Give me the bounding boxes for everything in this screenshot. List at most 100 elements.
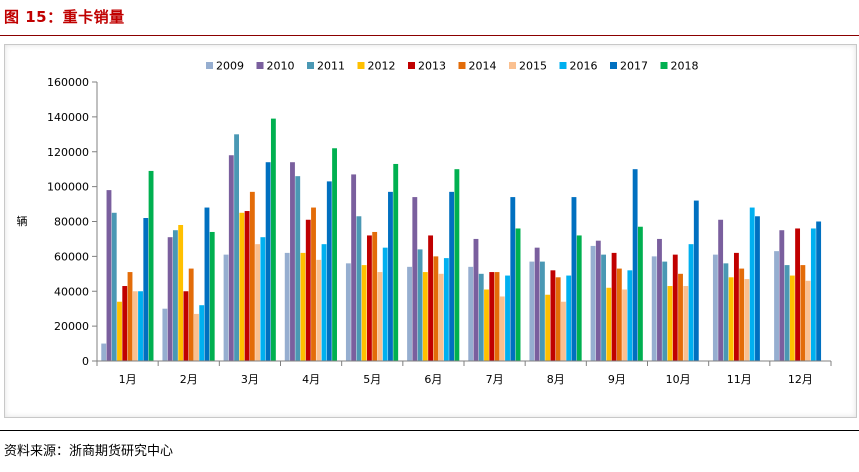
bar-2013-10 [672, 254, 678, 361]
bar-2009-12 [774, 251, 779, 361]
bar-2010-10 [657, 238, 662, 361]
bar-2016-4 [321, 244, 327, 361]
bar-2011-12 [784, 265, 790, 361]
bar-2014-7 [494, 272, 500, 361]
bar-2015-7 [499, 296, 505, 361]
legend-swatch-2017 [610, 62, 617, 69]
bar-2017-6 [449, 191, 455, 361]
bar-2014-3 [249, 191, 255, 361]
bar-2016-8 [566, 275, 572, 361]
bar-2014-10 [678, 273, 683, 361]
bar-2012-9 [606, 287, 612, 361]
bar-2012-2 [178, 224, 184, 361]
bar-2013-12 [795, 228, 801, 361]
legend-swatch-2015 [509, 62, 516, 69]
bar-2014-4 [311, 207, 316, 361]
bar-2018-8 [576, 235, 582, 361]
bar-2009-6 [407, 266, 412, 361]
x-tick-label: 4月 [302, 373, 320, 386]
bar-2009-3 [223, 254, 229, 361]
bar-2017-3 [265, 162, 271, 361]
bar-2012-4 [300, 252, 306, 361]
bar-2014-2 [188, 268, 194, 361]
bar-2011-1 [111, 212, 117, 361]
page-title: 图 15：重卡销量 [4, 8, 125, 26]
bar-2015-10 [683, 286, 689, 361]
x-tick-label: 11月 [727, 373, 752, 386]
bar-2013-8 [550, 270, 556, 361]
bar-2016-6 [443, 258, 449, 361]
legend-swatch-2018 [660, 62, 668, 69]
bar-2014-5 [372, 231, 378, 361]
bar-2017-4 [326, 181, 332, 361]
legend-swatch-2011 [307, 62, 314, 69]
y-tick-label: 120000 [47, 146, 89, 159]
bar-2009-4 [284, 252, 290, 361]
bar-2016-7 [505, 275, 510, 361]
y-tick-label: 60000 [54, 250, 89, 263]
y-tick-label: 160000 [47, 76, 89, 89]
x-tick-label: 10月 [666, 373, 691, 386]
bar-2010-11 [718, 219, 724, 361]
bar-2015-11 [744, 279, 750, 361]
bar-2018-4 [332, 148, 337, 361]
bar-2016-9 [627, 270, 633, 361]
bar-2012-1 [117, 301, 122, 361]
bar-2013-2 [183, 291, 189, 361]
chart-frame: 2009 2010 2011 2012 2013 2014 2015 2016 2017 2018… [4, 44, 857, 418]
x-tick-label: 1月 [119, 373, 137, 386]
bar-2010-4 [290, 162, 295, 361]
y-axis-label: 辆 [17, 214, 28, 228]
legend-swatch-2016 [559, 62, 567, 69]
y-tick-label: 140000 [47, 111, 89, 124]
bar-2014-11 [739, 268, 745, 361]
bar-2010-12 [779, 230, 785, 361]
bar-2018-2 [209, 231, 215, 361]
bar-2011-4 [295, 176, 301, 361]
y-tick-label: 80000 [54, 216, 89, 229]
y-axis: 0 20000 40000 60000 80000 100000 120000 140000 1… [47, 76, 98, 368]
legend-label: 2014 [469, 60, 497, 73]
bar-2011-3 [234, 134, 239, 361]
legend-label: 2009 [216, 60, 244, 73]
bar-2018-6 [454, 169, 460, 361]
legend-label: 2015 [519, 60, 547, 73]
bar-2009-7 [468, 266, 474, 361]
bar-2011-11 [723, 263, 729, 361]
bar-2013-3 [244, 211, 250, 361]
bar-2015-2 [194, 313, 199, 361]
x-axis: 1月 2月 3月 4月 5月 6月 7月 8月 9月 10月 11月 12月 [96, 360, 832, 386]
bar-2010-9 [595, 240, 601, 361]
bar-2012-12 [789, 275, 795, 361]
legend-swatch-2014 [458, 62, 466, 69]
bar-2014-9 [616, 268, 622, 361]
bar-2015-8 [561, 301, 566, 361]
bar-2017-1 [143, 218, 149, 361]
bar-2016-10 [688, 244, 694, 361]
bar-2016-1 [138, 291, 143, 361]
bar-2011-5 [356, 216, 362, 361]
legend-label: 2016 [570, 60, 598, 73]
bar-2012-5 [361, 265, 367, 361]
bar-2013-1 [122, 286, 128, 361]
x-tick-label: 7月 [486, 373, 504, 386]
bar-2009-5 [345, 263, 351, 361]
bar-2017-10 [693, 200, 699, 361]
legend-swatch-2009 [206, 62, 213, 69]
bar-2009-9 [590, 245, 596, 361]
bar-2013-9 [611, 252, 617, 361]
bar-2018-1 [148, 170, 154, 361]
bar-2018-5 [393, 163, 399, 361]
bar-2011-6 [417, 249, 423, 361]
x-tick-label: 6月 [424, 373, 442, 386]
x-tick-label: 2月 [180, 373, 198, 386]
bar-2014-6 [433, 256, 439, 361]
y-tick-label: 100000 [47, 181, 89, 194]
bar-2015-12 [805, 280, 811, 361]
bar-2013-4 [305, 219, 311, 361]
bar-2010-1 [106, 190, 112, 361]
bar-2009-11 [712, 254, 718, 361]
bar-2015-3 [255, 244, 261, 361]
bar-2012-7 [484, 289, 489, 361]
bar-2016-2 [199, 305, 205, 361]
